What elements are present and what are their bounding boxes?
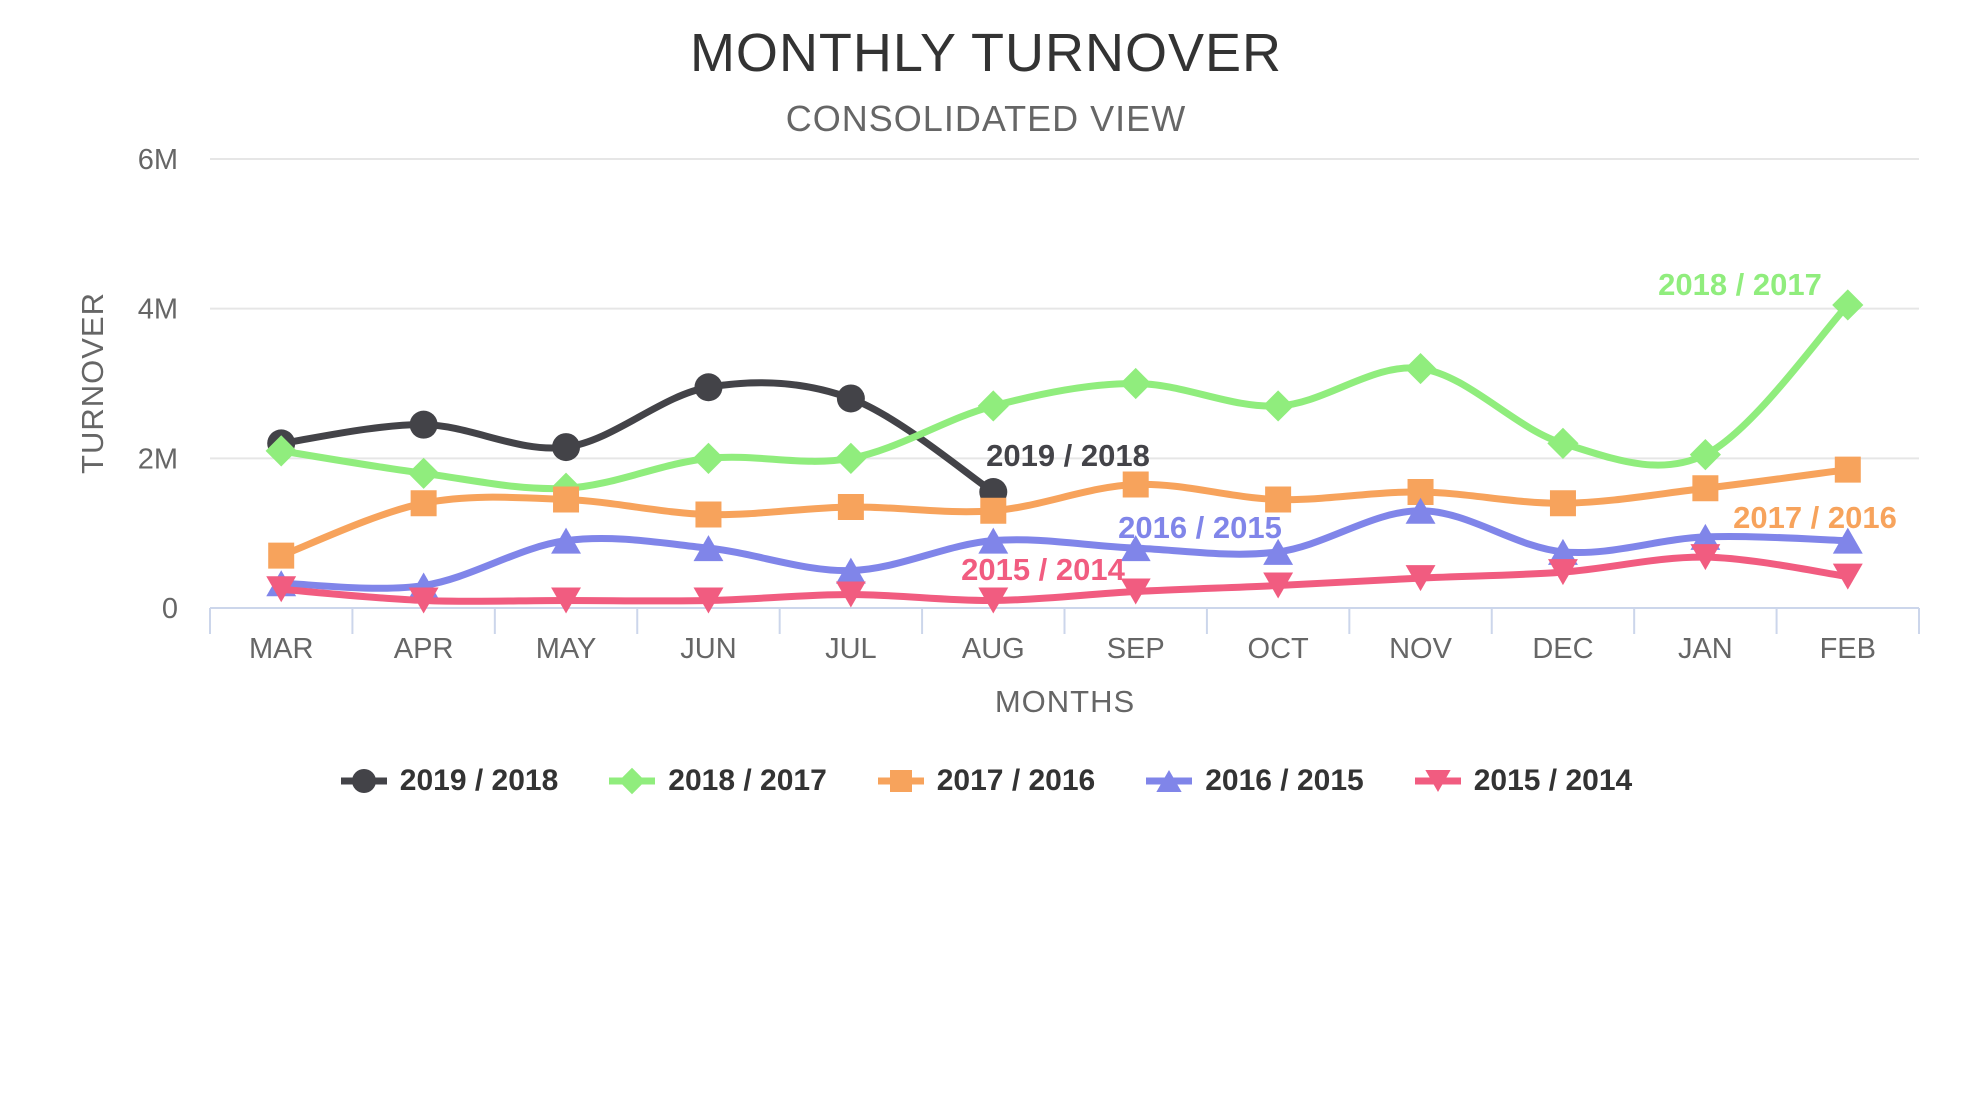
series-label-20172016: 2017 / 2016	[1733, 500, 1897, 535]
data-point-marker	[552, 433, 581, 462]
data-point-marker	[1262, 390, 1294, 422]
data-point-marker	[1425, 770, 1451, 792]
series-label-20162015: 2016 / 2015	[1118, 510, 1282, 545]
x-tick-label: OCT	[1248, 633, 1310, 665]
data-point-marker	[1263, 538, 1294, 565]
data-point-marker	[268, 542, 295, 569]
chart-subtitle: CONSOLIDATED VIEW	[785, 98, 1187, 139]
y-tick-label: 6M	[138, 144, 178, 176]
data-point-marker	[978, 527, 1009, 554]
y-tick-label: 2M	[138, 443, 178, 475]
data-point-marker	[695, 501, 722, 528]
data-point-marker	[1120, 578, 1151, 605]
x-tick-label: DEC	[1532, 633, 1593, 665]
data-point-marker	[408, 587, 439, 614]
series-label-20182017: 2018 / 2017	[1658, 267, 1822, 302]
data-point-marker	[977, 390, 1009, 422]
data-point-marker	[408, 457, 440, 489]
data-point-marker	[835, 557, 866, 584]
plot-area: 0 2M 4M 6M MAR APR MAY JUN JUL AUG SEP OCT NOV DEC JAN…	[138, 144, 1920, 665]
legend: 2019 / 2018 2018 / 2017 2017 / 2016 2016 / …	[0, 764, 1972, 798]
data-point-marker	[1405, 565, 1436, 592]
x-tick-label: MAR	[249, 633, 313, 665]
data-point-marker	[1690, 523, 1721, 550]
data-point-marker	[351, 769, 376, 793]
legend-item-20182017[interactable]: 2018 / 2017	[608, 764, 827, 798]
data-point-marker	[1120, 367, 1152, 400]
data-point-marker	[1548, 538, 1578, 565]
data-point-marker	[1690, 544, 1721, 571]
circle-legend-icon	[340, 769, 387, 793]
data-point-marker	[1265, 486, 1292, 513]
data-point-marker	[692, 442, 725, 474]
data-point-marker	[266, 576, 297, 603]
x-tick-label: APR	[394, 633, 454, 665]
data-point-marker	[1547, 427, 1579, 459]
data-point-marker	[1832, 289, 1864, 321]
chart-title: MONTHLY TURNOVER	[689, 23, 1283, 83]
x-tick-label: JUL	[825, 633, 877, 665]
data-point-marker	[835, 581, 866, 608]
legend-label: 2018 / 2017	[668, 764, 827, 797]
x-tick-label: SEP	[1107, 633, 1165, 665]
legend-label: 2016 / 2015	[1205, 764, 1364, 797]
data-point-marker	[551, 587, 581, 614]
legend-label: 2019 / 2018	[399, 764, 559, 797]
data-point-marker	[980, 497, 1007, 524]
data-point-marker	[1404, 352, 1437, 385]
data-point-marker	[837, 493, 864, 520]
data-point-marker	[1120, 535, 1151, 562]
square-legend-icon	[877, 770, 924, 792]
x-tick-label: JAN	[1678, 633, 1733, 665]
data-point-marker	[836, 384, 865, 413]
data-point-marker	[694, 373, 723, 402]
data-point-marker	[889, 770, 912, 792]
x-tick-label: JUN	[680, 633, 736, 665]
data-point-marker	[978, 587, 1009, 614]
series-label-20152014: 2015 / 2014	[961, 552, 1126, 587]
data-point-marker	[265, 435, 297, 467]
series-line-20152014	[277, 553, 1852, 605]
x-tick-label: NOV	[1389, 633, 1453, 665]
data-point-marker	[1263, 572, 1294, 599]
legend-label: 2015 / 2014	[1473, 764, 1633, 797]
legend-item-20162015[interactable]: 2016 / 2015	[1145, 764, 1364, 798]
data-point-marker	[1689, 438, 1721, 471]
data-point-marker	[693, 587, 724, 614]
x-tick-label: FEB	[1820, 633, 1876, 665]
data-point-marker	[410, 490, 437, 517]
triangle-down-legend-icon	[1414, 770, 1461, 792]
data-point-marker	[551, 527, 581, 554]
data-point-marker	[1548, 559, 1578, 586]
data-point-marker	[1832, 527, 1863, 554]
data-point-marker	[1122, 471, 1149, 498]
data-point-marker	[835, 442, 867, 474]
legend-item-20192018[interactable]: 2019 / 2018	[340, 764, 558, 798]
series-line-20192018	[277, 379, 997, 496]
x-tick-label: MAY	[536, 633, 597, 665]
data-point-marker	[619, 767, 646, 795]
data-point-marker	[1549, 490, 1576, 517]
legend-item-20172016[interactable]: 2017 / 2016	[877, 764, 1095, 798]
data-point-marker	[1156, 770, 1182, 792]
x-axis-title: MONTHS	[994, 684, 1136, 719]
triangle-legend-icon	[1146, 770, 1193, 792]
data-point-marker	[1834, 456, 1861, 483]
data-point-marker	[1832, 563, 1863, 590]
legend-label: 2017 / 2016	[936, 764, 1096, 797]
data-point-marker	[1692, 475, 1719, 502]
data-point-marker	[693, 535, 724, 562]
series-label-20192018: 2019 / 2018	[986, 438, 1150, 473]
data-point-marker	[553, 486, 580, 513]
legend-item-20152014[interactable]: 2015 / 2014	[1414, 764, 1632, 798]
diamond-legend-icon	[609, 767, 656, 795]
data-point-marker	[1407, 479, 1434, 506]
y-tick-label: 4M	[138, 294, 178, 326]
x-tick-label: AUG	[962, 633, 1025, 665]
y-tick-label: 0	[162, 593, 178, 625]
series-line-20162015	[277, 507, 1852, 592]
data-point-marker	[409, 410, 438, 439]
data-point-marker	[1405, 497, 1436, 524]
